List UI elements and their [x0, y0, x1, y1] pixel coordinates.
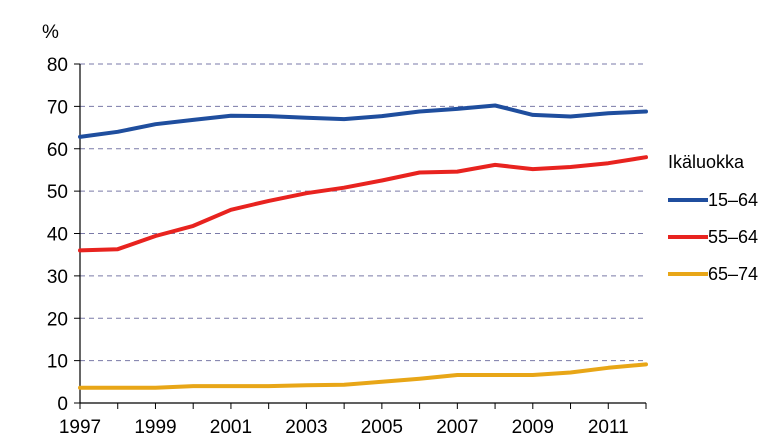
y-tick-label: 60: [47, 140, 68, 161]
legend-title: Ikäluokka: [668, 152, 745, 172]
series-line-2: [78, 362, 648, 390]
y-tick-label: 70: [47, 97, 68, 118]
legend-label-1: 55–64: [708, 227, 758, 247]
x-tick-label: 2005: [361, 417, 403, 438]
y-unit-label: %: [42, 22, 59, 43]
legend-label-2: 65–74: [708, 264, 758, 284]
gridlines: [80, 63, 646, 362]
series-line-0: [78, 103, 648, 139]
y-tick-label: 20: [47, 309, 68, 330]
legend: Ikäluokka 15–64 55–64 65–74: [668, 152, 758, 284]
x-tick-label: 2009: [512, 417, 554, 438]
y-tick-label: 50: [47, 182, 68, 203]
x-tick-label: 2001: [210, 417, 252, 438]
y-tick-label: 40: [47, 225, 68, 246]
x-tick-label: 1999: [134, 417, 176, 438]
y-axis-ticks: 0 10 20 30 40 50 60 70 80: [47, 55, 80, 415]
x-tick-label: 1997: [59, 417, 101, 438]
x-tick-label: 2011: [588, 417, 629, 438]
legend-label-0: 15–64: [708, 190, 758, 210]
x-tick-label: 2003: [285, 417, 327, 438]
x-tick-label: 2007: [436, 417, 478, 438]
y-tick-label: 0: [57, 394, 68, 415]
y-tick-label: 10: [47, 352, 68, 373]
y-tick-label: 80: [47, 55, 68, 76]
y-tick-label: 30: [47, 267, 68, 288]
series-line-1: [78, 155, 648, 253]
series-lines: [78, 103, 648, 390]
x-axis-ticks: 1997 1999 2001 2003 2005 2007 2009 2011: [59, 403, 647, 438]
